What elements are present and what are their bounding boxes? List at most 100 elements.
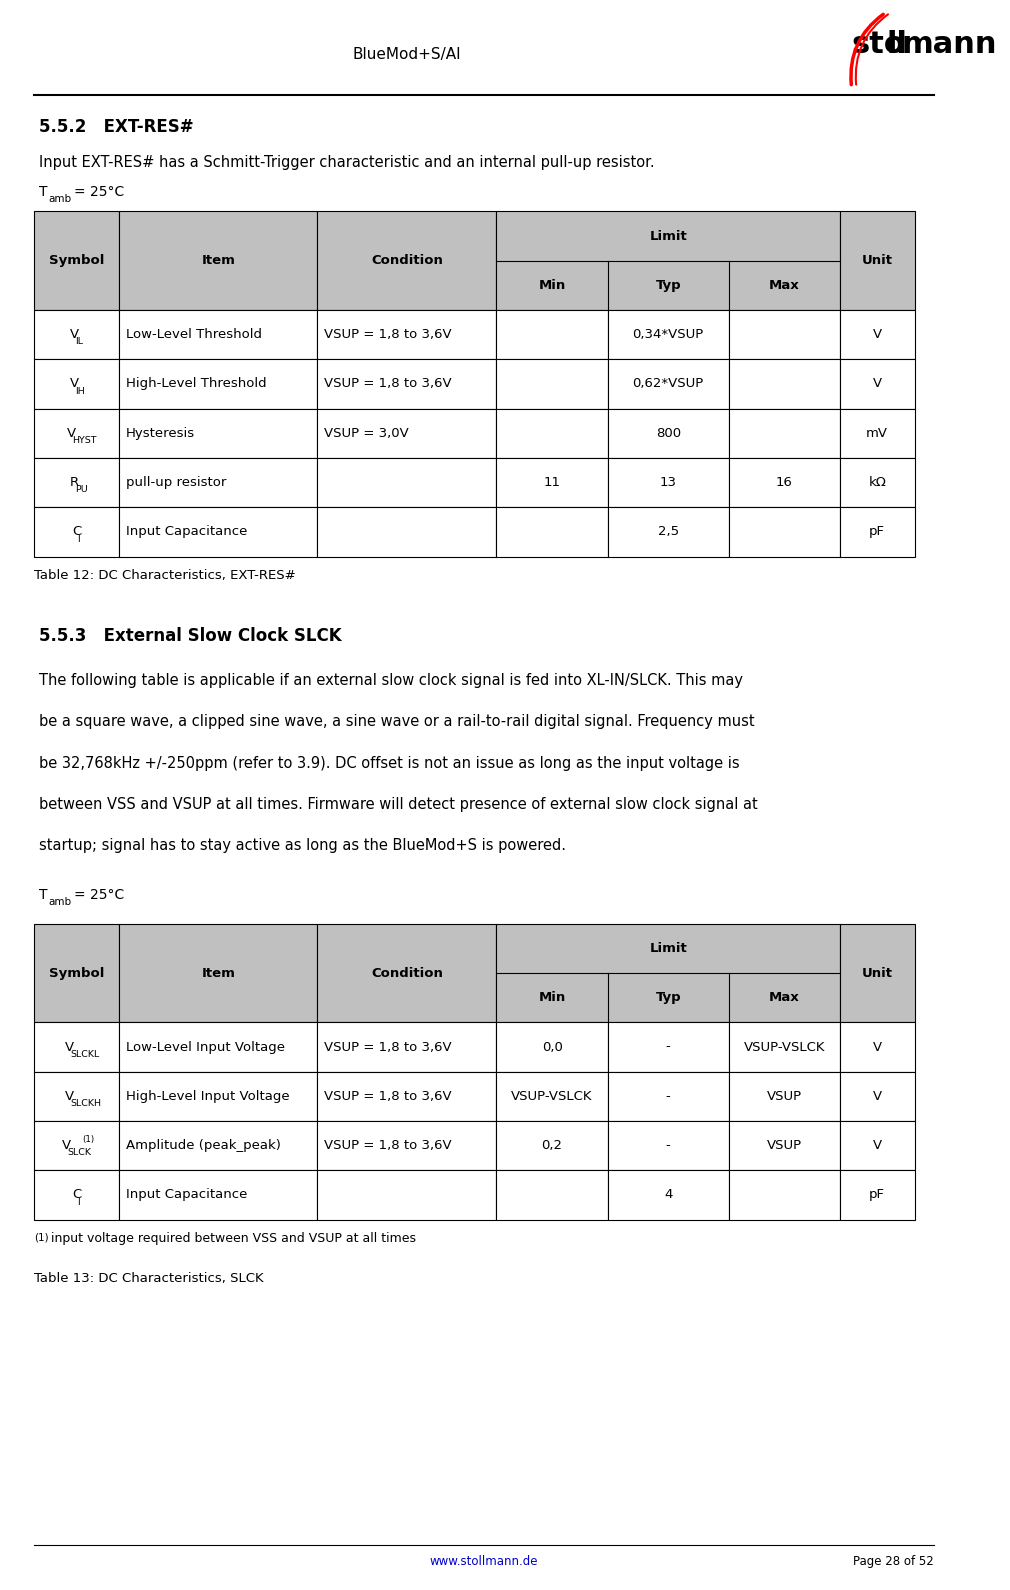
Bar xyxy=(840,507,914,556)
Text: Min: Min xyxy=(538,991,566,1005)
Bar xyxy=(497,211,840,310)
Text: input voltage required between VSS and VSUP at all times: input voltage required between VSS and V… xyxy=(52,1232,416,1245)
Text: VSUP = 1,8 to 3,6V: VSUP = 1,8 to 3,6V xyxy=(324,1040,451,1054)
Text: 800: 800 xyxy=(655,426,681,440)
Text: 0,34*VSUP: 0,34*VSUP xyxy=(632,328,704,342)
Text: (1): (1) xyxy=(82,1135,94,1143)
Text: V: V xyxy=(70,377,79,391)
Text: High-Level Threshold: High-Level Threshold xyxy=(126,377,267,391)
Text: SLCK: SLCK xyxy=(68,1148,91,1158)
Bar xyxy=(317,1022,497,1072)
Text: (1): (1) xyxy=(34,1232,48,1242)
Text: kΩ: kΩ xyxy=(869,475,886,490)
Text: = 25°C: = 25°C xyxy=(74,186,124,199)
Bar xyxy=(608,310,728,359)
Bar xyxy=(728,1170,840,1220)
Bar xyxy=(497,359,608,409)
Text: T: T xyxy=(38,889,47,902)
Bar xyxy=(497,924,840,1022)
Bar xyxy=(608,409,728,458)
Bar xyxy=(34,507,119,556)
Bar xyxy=(497,1072,608,1121)
Text: HYST: HYST xyxy=(72,436,96,445)
Bar xyxy=(317,507,497,556)
Text: 11: 11 xyxy=(543,475,561,490)
Bar xyxy=(728,409,840,458)
Text: be a square wave, a clipped sine wave, a sine wave or a rail-to-rail digital sig: be a square wave, a clipped sine wave, a… xyxy=(38,714,754,730)
Text: V: V xyxy=(873,328,882,342)
Bar xyxy=(497,409,608,458)
Text: 2,5: 2,5 xyxy=(658,525,679,539)
Bar xyxy=(34,409,119,458)
Bar xyxy=(497,310,608,359)
Text: Low-Level Input Voltage: Low-Level Input Voltage xyxy=(126,1040,285,1054)
Text: C: C xyxy=(72,525,81,539)
Bar xyxy=(840,1022,914,1072)
Text: Typ: Typ xyxy=(655,991,681,1005)
Text: -: - xyxy=(666,1040,671,1054)
Bar xyxy=(840,924,914,1022)
Bar xyxy=(317,458,497,507)
Text: R: R xyxy=(70,475,79,490)
Bar xyxy=(840,409,914,458)
Text: V: V xyxy=(67,426,76,440)
Text: Low-Level Threshold: Low-Level Threshold xyxy=(126,328,262,342)
Text: -: - xyxy=(666,1089,671,1103)
Text: Input EXT-RES# has a Schmitt-Trigger characteristic and an internal pull-up resi: Input EXT-RES# has a Schmitt-Trigger cha… xyxy=(38,154,654,170)
Text: IL: IL xyxy=(76,337,84,347)
Text: BlueMod+S/AI: BlueMod+S/AI xyxy=(352,46,461,62)
Bar xyxy=(119,310,317,359)
Text: VSUP = 1,8 to 3,6V: VSUP = 1,8 to 3,6V xyxy=(324,1089,451,1103)
Bar xyxy=(317,1121,497,1170)
Text: IH: IH xyxy=(76,386,85,396)
Text: 16: 16 xyxy=(776,475,793,490)
Text: 0,2: 0,2 xyxy=(541,1138,563,1153)
Text: V: V xyxy=(873,1138,882,1153)
Bar xyxy=(119,1022,317,1072)
Bar xyxy=(119,458,317,507)
Text: be 32,768kHz +/-250ppm (refer to 3.9). DC offset is not an issue as long as the : be 32,768kHz +/-250ppm (refer to 3.9). D… xyxy=(38,755,739,771)
Bar xyxy=(119,507,317,556)
Text: ll: ll xyxy=(887,30,907,59)
Text: Table 13: DC Characteristics, SLCK: Table 13: DC Characteristics, SLCK xyxy=(34,1272,264,1285)
Text: startup; signal has to stay active as long as the BlueMod+S is powered.: startup; signal has to stay active as lo… xyxy=(38,838,566,854)
Bar xyxy=(608,359,728,409)
Bar xyxy=(317,409,497,458)
Text: VSUP = 3,0V: VSUP = 3,0V xyxy=(324,426,409,440)
Bar xyxy=(317,211,497,310)
Text: High-Level Input Voltage: High-Level Input Voltage xyxy=(126,1089,290,1103)
Text: Input Capacitance: Input Capacitance xyxy=(126,1188,247,1202)
Text: Condition: Condition xyxy=(371,254,442,267)
Text: VSUP = 1,8 to 3,6V: VSUP = 1,8 to 3,6V xyxy=(324,377,451,391)
Text: 13: 13 xyxy=(660,475,677,490)
Bar xyxy=(119,359,317,409)
Bar xyxy=(497,1121,608,1170)
Bar xyxy=(497,507,608,556)
Bar xyxy=(840,1072,914,1121)
Bar xyxy=(34,1121,119,1170)
Text: Unit: Unit xyxy=(862,967,893,979)
Bar xyxy=(34,1170,119,1220)
Text: 4: 4 xyxy=(664,1188,673,1202)
Bar xyxy=(608,1170,728,1220)
Bar xyxy=(728,458,840,507)
Bar xyxy=(119,409,317,458)
Text: Limit: Limit xyxy=(649,229,687,243)
Text: VSUP-VSLCK: VSUP-VSLCK xyxy=(743,1040,825,1054)
Text: Item: Item xyxy=(201,967,235,979)
Text: Min: Min xyxy=(538,278,566,293)
Text: 5.5.2   EXT-RES#: 5.5.2 EXT-RES# xyxy=(38,118,193,137)
Bar xyxy=(34,458,119,507)
Text: Condition: Condition xyxy=(371,967,442,979)
Text: Amplitude (peak_peak): Amplitude (peak_peak) xyxy=(126,1138,281,1153)
Bar xyxy=(119,211,317,310)
Text: sto: sto xyxy=(851,30,905,59)
Bar xyxy=(34,310,119,359)
Text: Item: Item xyxy=(201,254,235,267)
Text: C: C xyxy=(72,1188,81,1202)
Bar xyxy=(840,1121,914,1170)
Bar xyxy=(728,1121,840,1170)
Bar xyxy=(317,310,497,359)
Text: V: V xyxy=(873,377,882,391)
Bar xyxy=(119,1072,317,1121)
